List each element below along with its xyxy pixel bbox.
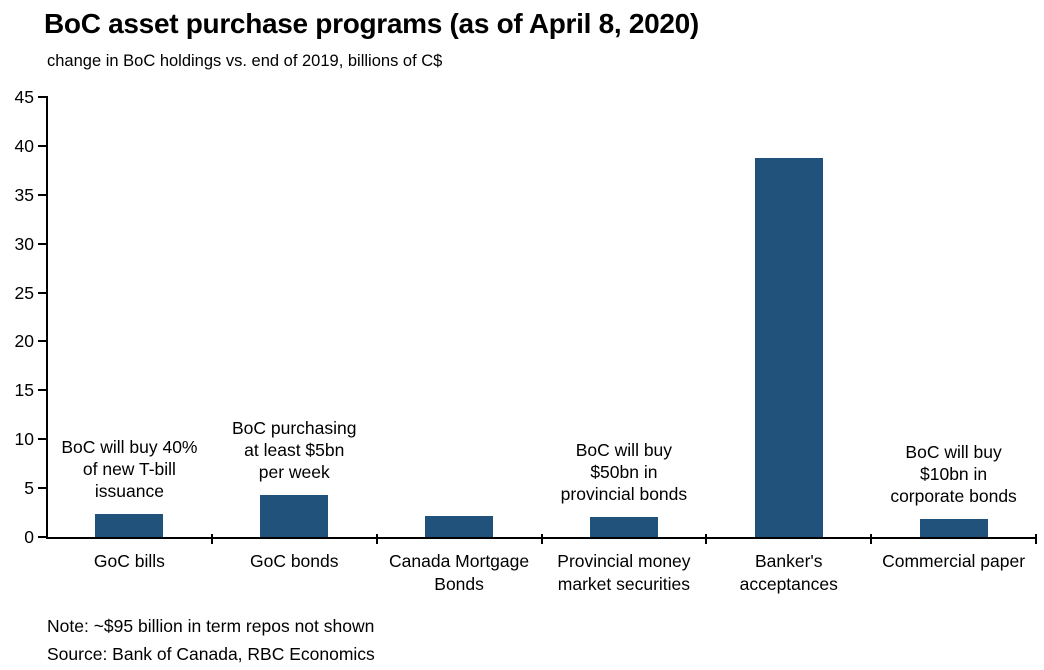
x-category-label: Banker's acceptances: [739, 551, 838, 594]
bar-annotation-line: per week: [258, 461, 330, 482]
y-tick-mark: [38, 96, 47, 98]
bar: [589, 517, 658, 537]
bar: [95, 513, 164, 537]
bar-annotation-line: of new T-bill: [82, 458, 176, 479]
x-tick-mark: [870, 534, 873, 544]
bar-annotation-line: corporate bonds: [890, 486, 1017, 507]
y-tick-mark: [38, 340, 47, 343]
bar: [919, 519, 988, 537]
x-tick-mark: [1035, 534, 1037, 544]
x-tick-mark: [375, 534, 378, 544]
x-category-label: GoC bonds: [249, 551, 339, 571]
y-tick-label: 30: [14, 233, 34, 254]
x-tick-mark: [210, 534, 213, 544]
y-tick-label: 0: [24, 527, 34, 547]
bar: [260, 494, 329, 537]
y-tick-label: 40: [14, 135, 34, 156]
y-tick-mark: [38, 536, 47, 538]
bar-annotation-line: $10bn in: [920, 464, 988, 485]
bar-annotation-line: at least $5bn: [244, 439, 345, 460]
bar-annotation-line: BoC purchasing: [231, 417, 357, 438]
y-tick-mark: [38, 193, 47, 196]
bar-annotation: BoC will buy 40% of new T-bill issuance: [19, 436, 239, 502]
bar-annotation-line: $50bn in: [590, 462, 658, 483]
y-tick-label: 35: [14, 184, 34, 205]
x-tick-mark: [540, 534, 543, 544]
bar-annotation-line: provincial bonds: [560, 484, 688, 505]
chart-title: BoC asset purchase programs (as of April…: [44, 8, 699, 39]
chart-subtitle: change in BoC holdings vs. end of 2019, …: [47, 52, 443, 70]
bar: [425, 516, 494, 537]
y-tick-label: 25: [14, 282, 34, 303]
x-category-label: GoC bills: [93, 551, 165, 571]
y-tick-mark: [38, 144, 47, 147]
x-category-label: Commercial paper: [882, 551, 1026, 571]
bar-annotation-line: BoC will buy 40%: [61, 436, 198, 457]
x-category-label: Canada Mortgage Bonds: [389, 551, 530, 594]
y-tick-label: 15: [14, 380, 34, 401]
bar-annotation: BoC will buy $10bn in corporate bonds: [844, 441, 1044, 507]
y-tick-mark: [38, 291, 47, 294]
x-category-label: Provincial money market securities: [557, 551, 691, 594]
y-tick-label: 5: [24, 478, 34, 499]
x-tick-mark: [705, 534, 708, 544]
note-text: Note: ~$95 billion in term repos not sho…: [47, 616, 375, 636]
source-text: Source: Bank of Canada, RBC Economics: [47, 644, 375, 664]
y-tick-label: 10: [14, 429, 34, 450]
y-tick-label: 20: [14, 331, 34, 352]
y-axis-line: [46, 96, 48, 539]
y-tick-mark: [38, 438, 47, 441]
bar-annotation-line: issuance: [94, 480, 164, 501]
bar-annotation-line: BoC will buy: [905, 442, 1002, 463]
y-tick-mark: [38, 242, 47, 245]
bar-annotation: BoC will buy $50bn in provincial bonds: [514, 439, 734, 505]
bar-annotation-line: BoC will buy: [575, 440, 673, 461]
bar: [754, 157, 823, 537]
y-tick-mark: [38, 389, 47, 392]
y-tick-mark: [38, 487, 47, 490]
bar-annotation: BoC purchasing at least $5bn per week: [184, 417, 404, 483]
y-tick-label: 45: [14, 87, 34, 107]
